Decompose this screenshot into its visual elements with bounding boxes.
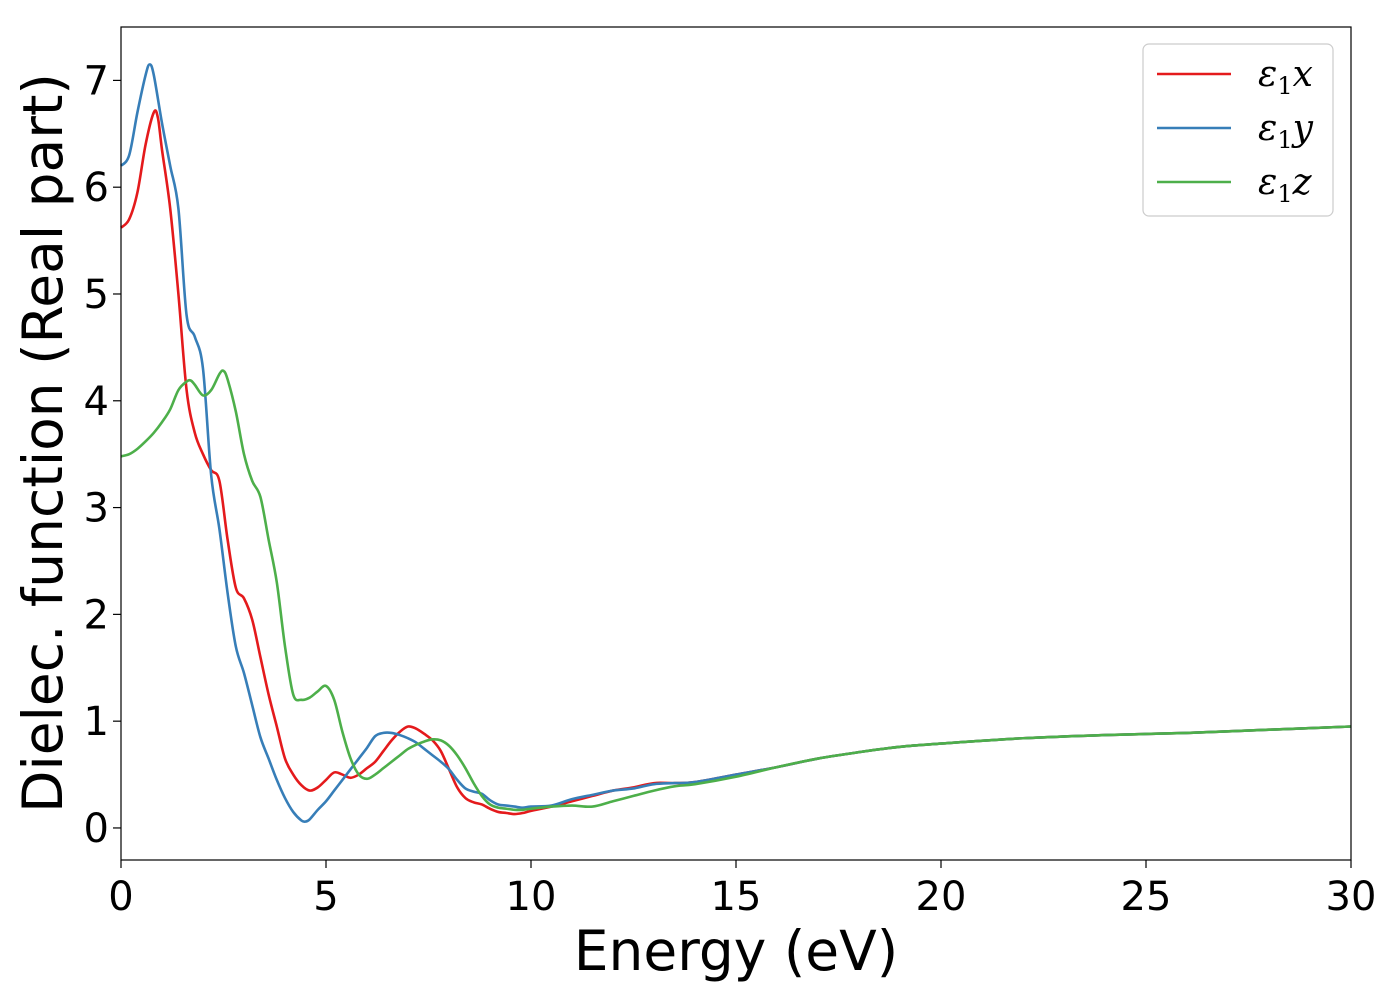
x-tick-label: 25 — [1121, 874, 1172, 920]
legend-label-x: ε1x — [1258, 54, 1313, 100]
legend-box — [1142, 43, 1334, 217]
y-tick-label: 6 — [84, 165, 109, 211]
series-line-z — [120, 369, 1352, 812]
y-axis-label: Dielec. function (Real part) — [11, 73, 75, 813]
x-tick-label: 20 — [916, 874, 967, 920]
x-tick-label: 15 — [711, 874, 762, 920]
series-lines — [119, 63, 1352, 824]
legend-label-z: ε1z — [1258, 162, 1313, 208]
y-tick-label: 0 — [84, 806, 109, 852]
x-axis-label: Energy (eV) — [574, 919, 898, 983]
y-axis-ticks: 0 1 2 3 4 5 6 7 — [84, 58, 121, 852]
y-tick-label: 1 — [84, 699, 109, 745]
y-tick-label: 4 — [84, 379, 109, 425]
y-tick-label: 3 — [84, 486, 109, 532]
x-tick-label: 10 — [506, 874, 557, 920]
series-line-y — [119, 63, 1352, 824]
x-axis-ticks: 0 5 10 15 20 25 30 — [108, 860, 1376, 920]
y-tick-label: 7 — [84, 58, 109, 104]
legend: ε1x ε1y ε1z — [1142, 43, 1334, 217]
x-tick-label: 30 — [1326, 874, 1377, 920]
x-tick-label: 0 — [108, 874, 133, 920]
legend-label-y: ε1y — [1258, 108, 1314, 154]
y-tick-label: 5 — [84, 272, 109, 318]
y-tick-label: 2 — [84, 592, 109, 638]
x-tick-label: 5 — [313, 874, 338, 920]
